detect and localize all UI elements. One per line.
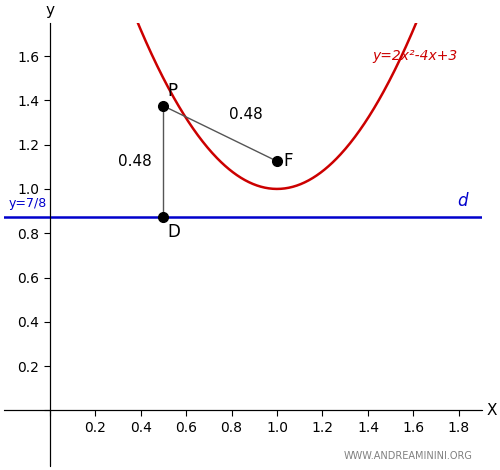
Text: 0.48: 0.48	[118, 154, 152, 169]
Text: D: D	[168, 223, 180, 241]
Text: y=7/8: y=7/8	[8, 197, 47, 210]
Text: y=2x²-4x+3: y=2x²-4x+3	[372, 49, 458, 63]
Text: P: P	[168, 82, 178, 100]
Text: F: F	[284, 152, 294, 170]
Text: WWW.ANDREAMININI.ORG: WWW.ANDREAMININI.ORG	[343, 451, 472, 462]
Text: X: X	[486, 403, 496, 418]
Text: 0.48: 0.48	[230, 108, 263, 123]
Text: d: d	[458, 192, 468, 210]
Text: y: y	[45, 3, 54, 18]
